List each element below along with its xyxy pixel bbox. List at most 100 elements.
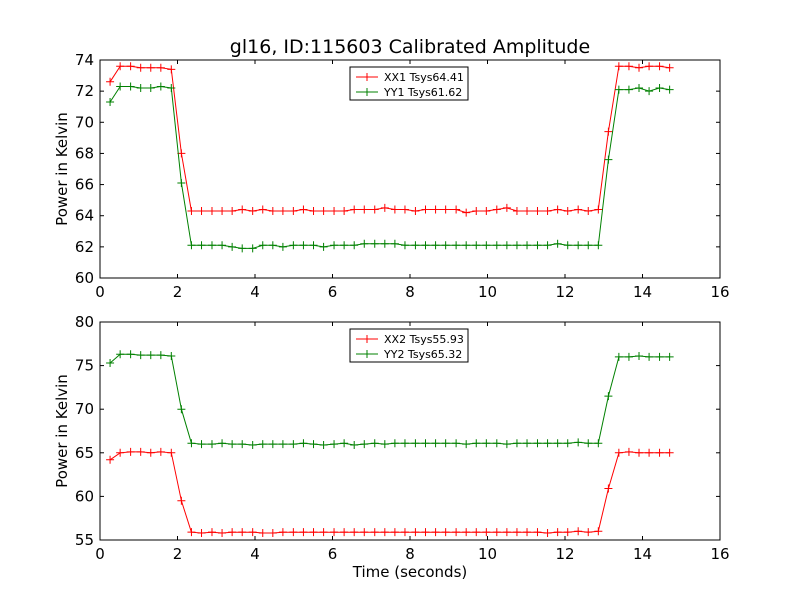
top-series-0-point <box>411 207 420 216</box>
top-series-0-point <box>624 62 633 71</box>
top-series-1-point <box>614 85 623 94</box>
bottom-series-0-point <box>533 528 542 537</box>
top-series-1-point <box>238 244 247 253</box>
bottom-series-1-point <box>665 352 674 361</box>
top-series-1-point <box>645 87 654 96</box>
bottom-series-0-point <box>370 528 379 537</box>
bottom-series-0-point <box>400 528 409 537</box>
bottom-series-1-point <box>360 440 369 449</box>
top-series-0-point <box>584 207 593 216</box>
bottom-series-0-point <box>116 448 125 457</box>
bottom-y-tick-label: 65 <box>75 444 94 462</box>
top-series-1-point <box>299 241 308 250</box>
bottom-series-0-point <box>604 484 613 493</box>
top-series-1-point <box>543 241 552 250</box>
top-y-tick-label: 62 <box>75 238 94 256</box>
bottom-legend-box <box>349 328 469 363</box>
bottom-series-1-point <box>319 440 328 449</box>
top-series-1-point <box>594 241 603 250</box>
bottom-series-0-point <box>482 528 491 537</box>
bottom-series-1-point <box>472 439 481 448</box>
bottom-series-1-point <box>390 439 399 448</box>
bottom-x-tick-label: 2 <box>173 545 183 563</box>
bottom-series-1-point <box>340 439 349 448</box>
bottom-series-0-point <box>584 528 593 537</box>
bottom-series-0-point <box>553 528 562 537</box>
bottom-y-tick-label: 80 <box>75 313 94 331</box>
top-series-0-point <box>604 127 613 136</box>
top-series-1-point <box>268 241 277 250</box>
top-series-0-point <box>523 207 532 216</box>
bottom-x-tick-label: 8 <box>405 545 415 563</box>
top-series-1-point <box>604 155 613 164</box>
bottom-series-0-point <box>278 528 287 537</box>
top-x-tick-label: 12 <box>555 283 574 301</box>
top-series-1-point <box>380 239 389 248</box>
top-series-0-point <box>218 207 227 216</box>
top-legend-box <box>349 66 469 101</box>
bottom-series-0-point <box>340 528 349 537</box>
top-series-1-point <box>167 84 176 93</box>
top-series-0-point <box>655 62 664 71</box>
top-series-1-point <box>136 84 145 93</box>
bottom-series-1-point <box>400 439 409 448</box>
top-y-tick-label: 74 <box>75 51 94 69</box>
top-legend-label-0: XX1 Tsys64.41 <box>384 71 464 84</box>
top-series-0-point <box>614 62 623 71</box>
bottom-series-0-point <box>126 447 135 456</box>
bottom-series-1-point <box>146 351 155 360</box>
bottom-series-1-point <box>411 439 420 448</box>
bottom-series-0-point <box>258 529 267 538</box>
bottom-legend-marker-1 <box>363 350 371 358</box>
top-series-0-point <box>350 205 359 214</box>
top-series-1-point <box>309 241 318 250</box>
top-series-1-point <box>411 241 420 250</box>
top-series-0-point <box>309 207 318 216</box>
top-series-0-point <box>360 205 369 214</box>
top-series-1-point <box>421 241 430 250</box>
top-series-1-point <box>319 242 328 251</box>
top-series-1-point <box>146 84 155 93</box>
bottom-x-tick-label: 16 <box>710 545 729 563</box>
top-series-1-point <box>482 241 491 250</box>
top-series-1-point <box>635 84 644 93</box>
bottom-series-1-point <box>177 405 186 414</box>
top-series-0-point <box>268 207 277 216</box>
top-series-1-point <box>370 239 379 248</box>
bottom-series-1-point <box>563 439 572 448</box>
top-series-0-point <box>380 203 389 212</box>
bottom-y-tick-label: 75 <box>75 357 94 375</box>
top-y-tick-label: 72 <box>75 82 94 100</box>
top-series-1-point <box>574 241 583 250</box>
bottom-series-1-point <box>441 439 450 448</box>
bottom-series-0-point <box>574 527 583 536</box>
bottom-x-tick-label: 12 <box>555 545 574 563</box>
bottom-series-1-point <box>462 440 471 449</box>
top-series-1-point <box>360 239 369 248</box>
top-legend-label-1: YY1 Tsys61.62 <box>383 86 462 99</box>
bottom-series-1-point <box>187 439 196 448</box>
bottom-y-axis-label: Power in Kelvin <box>53 374 71 488</box>
bottom-series-1-point <box>106 358 115 367</box>
top-series-0-point <box>431 205 440 214</box>
top-x-tick-label: 14 <box>633 283 652 301</box>
top-series-0-point <box>146 63 155 72</box>
top-series-1-point <box>553 239 562 248</box>
top-series-0-point <box>299 205 308 214</box>
top-series-0-point <box>136 63 145 72</box>
bottom-series-1-point <box>228 440 237 449</box>
bottom-series-1-point <box>452 439 461 448</box>
top-series-0-point <box>553 205 562 214</box>
bottom-series-1-point <box>207 440 216 449</box>
bottom-x-tick-label: 4 <box>250 545 260 563</box>
top-series-0-point <box>400 205 409 214</box>
top-series-0-point <box>421 205 430 214</box>
bottom-series-0-point <box>319 528 328 537</box>
top-series-1-point <box>502 241 511 250</box>
top-series-1-point <box>665 85 674 94</box>
top-series-0-point <box>106 77 115 86</box>
bottom-series-0-point <box>523 528 532 537</box>
top-series-0-point <box>197 207 206 216</box>
bottom-series-0-point <box>421 528 430 537</box>
bottom-series-0-point <box>472 528 481 537</box>
